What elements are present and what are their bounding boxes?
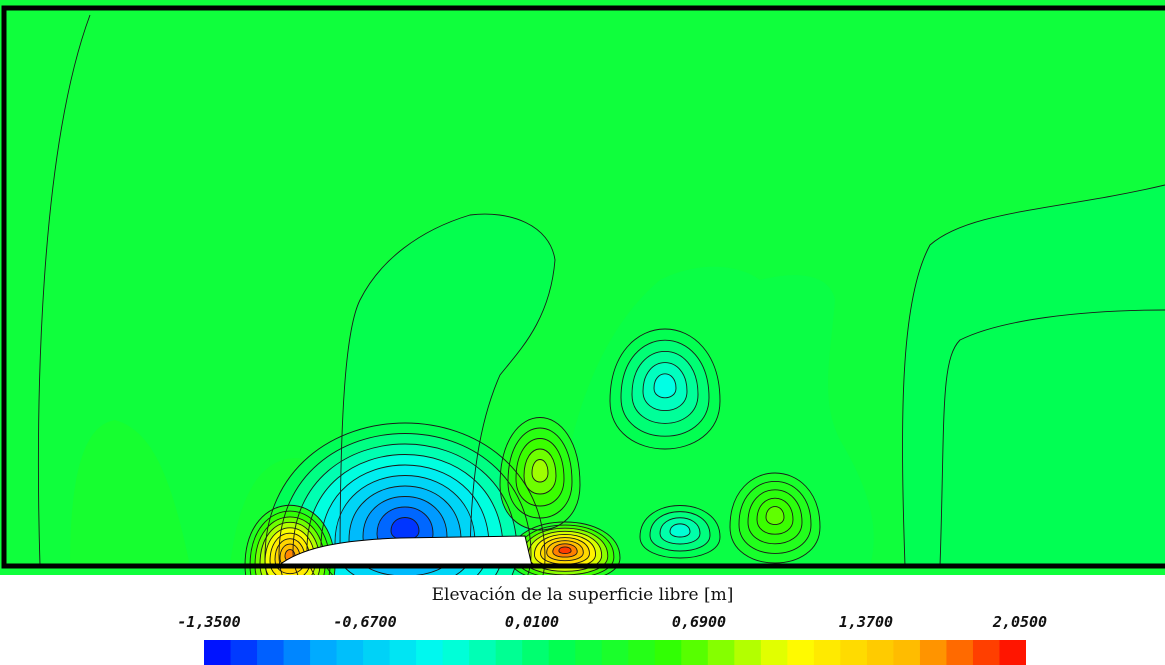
colorbar-band bbox=[866, 640, 895, 665]
contour-line bbox=[264, 422, 546, 575]
colorbar-band bbox=[893, 640, 921, 665]
contour-line bbox=[527, 530, 603, 572]
contour-line bbox=[631, 350, 699, 424]
contour-line bbox=[509, 521, 621, 575]
contour-line bbox=[765, 506, 785, 526]
contour-line bbox=[669, 523, 691, 538]
contour-line bbox=[902, 184, 1165, 567]
contour-line bbox=[642, 362, 688, 412]
contour-line bbox=[531, 459, 549, 483]
colorbar-band bbox=[336, 640, 364, 665]
colorbar-band bbox=[495, 640, 523, 665]
contour-plot bbox=[0, 0, 1165, 575]
colorbar-band bbox=[389, 640, 417, 665]
colorbar-tick-label: -0,6700 bbox=[333, 613, 397, 631]
contour-line bbox=[521, 527, 609, 575]
colorbar-band bbox=[681, 640, 709, 665]
colorbar-band bbox=[919, 640, 948, 665]
contour-line bbox=[515, 438, 565, 507]
contour-line bbox=[499, 417, 581, 531]
contour-line bbox=[653, 373, 677, 399]
colorbar-band bbox=[442, 640, 470, 665]
plot-frame bbox=[1, 5, 1165, 569]
contour-region bbox=[391, 517, 419, 540]
contour-region bbox=[558, 546, 572, 554]
colorbar-band bbox=[522, 640, 550, 665]
contour-line bbox=[659, 517, 701, 545]
colorbar-band bbox=[257, 640, 285, 665]
colorbar-tick-label: 1,3700 bbox=[838, 613, 894, 631]
colorbar-band bbox=[310, 640, 338, 665]
contour-line bbox=[939, 309, 1165, 567]
colorbar-band bbox=[760, 640, 788, 665]
colorbar-band bbox=[548, 640, 576, 665]
colorbar-band bbox=[654, 640, 682, 665]
contour-line bbox=[339, 213, 556, 567]
contour-line bbox=[552, 543, 578, 558]
contour-line bbox=[756, 497, 794, 535]
contour-region bbox=[70, 420, 190, 566]
contour-region bbox=[532, 459, 548, 482]
colorbar-tick-label: 0,6900 bbox=[671, 613, 727, 631]
colorbar-band bbox=[840, 640, 868, 665]
contour-line bbox=[729, 472, 821, 564]
contour-line bbox=[747, 489, 803, 545]
contour-line bbox=[609, 328, 721, 450]
contour-line bbox=[546, 540, 584, 562]
colorbar-band bbox=[363, 640, 391, 665]
colorbar-tick-label: 0,0100 bbox=[504, 613, 560, 631]
colorbar-band bbox=[204, 640, 232, 665]
contour-line bbox=[515, 524, 615, 575]
contour-line bbox=[38, 14, 91, 567]
colorbar-band bbox=[416, 640, 444, 665]
colorbar-tick-label: 2,0500 bbox=[992, 613, 1048, 631]
colorbar-band bbox=[813, 640, 841, 665]
colorbar-band bbox=[469, 640, 497, 665]
colorbar-title: Elevación de la superficie libre [m] bbox=[431, 585, 734, 605]
colorbar-band bbox=[946, 640, 974, 665]
colorbar-band bbox=[628, 640, 656, 665]
contour-region bbox=[902, 185, 1165, 566]
colorbar-band bbox=[601, 640, 629, 665]
contour-line bbox=[649, 511, 711, 552]
colorbar-band bbox=[787, 640, 815, 665]
colorbar-band bbox=[230, 640, 258, 665]
contour-region bbox=[766, 506, 784, 525]
contour-line bbox=[558, 546, 572, 555]
colorbar-band bbox=[575, 640, 603, 665]
colorbar-band bbox=[999, 640, 1026, 665]
contour-line bbox=[523, 448, 557, 495]
contour-region bbox=[654, 373, 676, 398]
contour-line bbox=[738, 480, 812, 554]
colorbar-band bbox=[707, 640, 735, 665]
obstacle bbox=[276, 535, 533, 567]
contour-region bbox=[670, 523, 690, 537]
contour-line bbox=[278, 433, 532, 575]
contour-line bbox=[540, 537, 590, 565]
colorbar-band bbox=[972, 640, 1001, 665]
contour-line bbox=[620, 339, 710, 437]
colorbar-band bbox=[283, 640, 311, 665]
contour-line bbox=[507, 427, 573, 519]
colorbar bbox=[204, 640, 1026, 665]
contour-line bbox=[639, 505, 721, 559]
colorbar-band bbox=[734, 640, 762, 665]
colorbar-tick-label: -1,3500 bbox=[177, 613, 241, 631]
